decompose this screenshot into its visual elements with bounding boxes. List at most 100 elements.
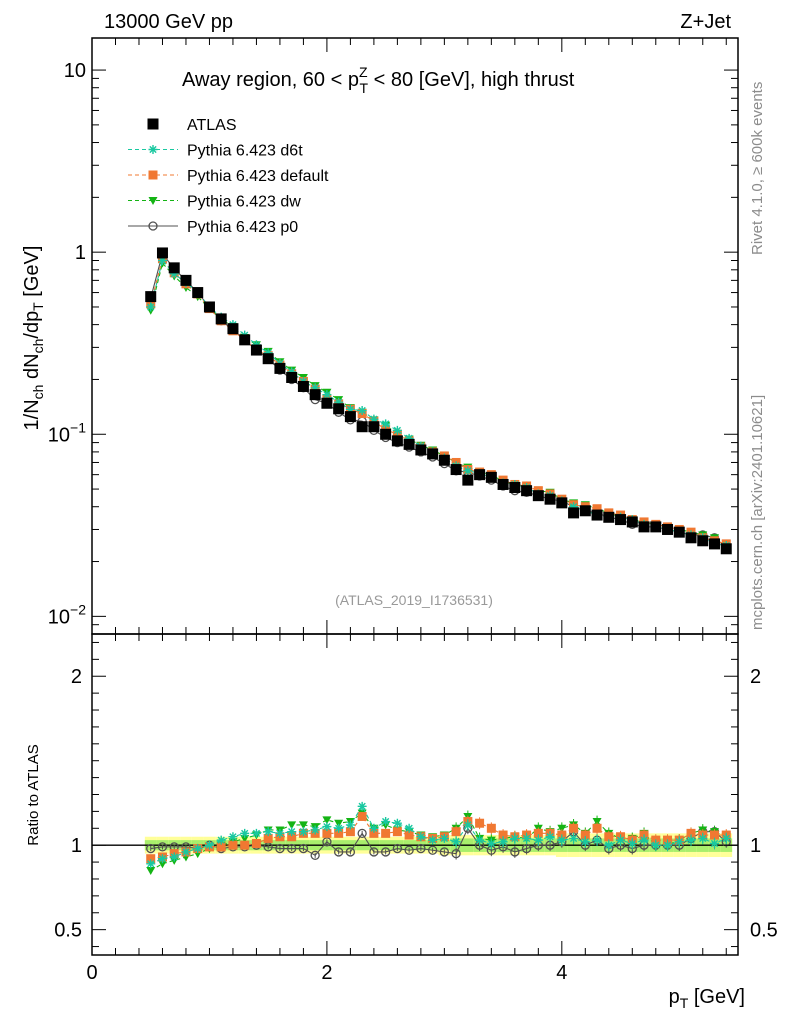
data-point bbox=[333, 403, 345, 415]
ratio-point bbox=[498, 837, 508, 847]
data-point bbox=[532, 490, 544, 502]
data-point bbox=[438, 454, 450, 466]
data-point bbox=[720, 543, 732, 555]
data-point bbox=[381, 419, 391, 429]
ratio-point bbox=[580, 837, 590, 847]
ratio-series-pythia-6-423-d6t bbox=[146, 801, 731, 869]
ratio-point bbox=[463, 820, 473, 830]
ratio-point bbox=[369, 823, 379, 833]
ratio-point bbox=[616, 835, 626, 845]
ratio-point bbox=[380, 847, 391, 857]
ratio-point bbox=[592, 823, 602, 833]
ratio-point bbox=[498, 830, 508, 840]
legend-label: Pythia 6.423 p0 bbox=[187, 219, 298, 236]
data-point bbox=[180, 274, 192, 286]
data-point bbox=[310, 383, 320, 393]
data-point bbox=[309, 389, 321, 401]
data-point bbox=[203, 301, 215, 313]
legend-entry-pythia-6-423-default: Pythia 6.423 default bbox=[128, 168, 329, 185]
data-point bbox=[262, 353, 274, 365]
ratio-point bbox=[251, 838, 261, 848]
ratio-point bbox=[416, 832, 426, 842]
y-tick-label: 10−2 bbox=[48, 601, 86, 628]
ratio-point bbox=[510, 833, 520, 843]
data-point bbox=[239, 334, 251, 346]
data-point bbox=[685, 532, 697, 544]
data-point bbox=[579, 505, 591, 517]
data-point bbox=[485, 471, 497, 483]
ratio-point bbox=[263, 827, 273, 837]
ratio-point bbox=[439, 833, 449, 843]
ratio-point bbox=[557, 835, 567, 845]
series-line bbox=[150, 262, 727, 545]
ratio-point bbox=[357, 828, 367, 839]
ratio-point bbox=[522, 833, 532, 843]
ratio-point bbox=[240, 834, 250, 843]
ratio-point bbox=[639, 835, 649, 845]
legend-label: Pythia 6.423 dw bbox=[187, 194, 301, 211]
ratio-point bbox=[404, 830, 414, 840]
ratio-point bbox=[322, 816, 332, 825]
ratio-point bbox=[533, 835, 543, 845]
data-point bbox=[145, 291, 157, 303]
ratio-point bbox=[157, 854, 167, 864]
ratio-point bbox=[369, 828, 379, 838]
ratio-point bbox=[486, 838, 496, 848]
legend-label: ATLAS bbox=[187, 117, 237, 134]
ratio-point bbox=[287, 827, 297, 837]
data-point bbox=[156, 247, 168, 259]
data-point bbox=[344, 411, 356, 423]
data-point bbox=[168, 262, 180, 274]
ratio-point bbox=[369, 847, 379, 857]
ratio-point bbox=[357, 811, 367, 821]
data-point bbox=[169, 269, 179, 279]
ratio-point bbox=[392, 843, 403, 854]
data-point bbox=[322, 390, 332, 400]
series-line bbox=[150, 259, 727, 547]
data-point bbox=[615, 514, 627, 526]
ratio-point bbox=[157, 860, 167, 869]
ratio-line bbox=[150, 815, 727, 860]
series-atlas bbox=[145, 247, 732, 555]
ratio-point bbox=[451, 827, 461, 837]
ratio-point bbox=[298, 821, 308, 830]
ratio-point bbox=[275, 828, 285, 838]
ratio-point bbox=[721, 833, 731, 843]
legend-marker bbox=[147, 118, 159, 130]
series-pythia-6-423-d6t bbox=[146, 255, 731, 550]
legend-marker bbox=[148, 197, 158, 205]
ratio-frame bbox=[91, 633, 739, 956]
ratio-point bbox=[663, 840, 673, 850]
svg-text:1/Nch dNch/dpT [GeV]: 1/Nch dNch/dpT [GeV] bbox=[21, 246, 46, 431]
ratio-point bbox=[298, 827, 308, 837]
legend-marker bbox=[148, 170, 158, 180]
top-panel: 10 1 10−1 10−2 Away region, 60 < pZ T < 80 [… bbox=[21, 37, 739, 635]
data-point bbox=[263, 348, 273, 358]
legend-label: Pythia 6.423 default bbox=[187, 168, 329, 185]
ratio-point bbox=[345, 827, 355, 837]
data-point bbox=[569, 502, 579, 512]
ratio-point bbox=[428, 835, 438, 845]
data-point bbox=[462, 474, 474, 486]
ratio-y-tick-label-right: 0.5 bbox=[750, 920, 778, 942]
data-point bbox=[650, 521, 662, 533]
ratio-point bbox=[263, 833, 273, 843]
legend-entry-pythia-6-423-d6t: Pythia 6.423 d6t bbox=[128, 143, 303, 160]
data-point bbox=[427, 448, 439, 460]
main-series-layer bbox=[145, 247, 732, 555]
data-point bbox=[274, 362, 286, 374]
ratio-point bbox=[698, 833, 708, 843]
data-point bbox=[463, 466, 473, 476]
y-tick-label: 1 bbox=[75, 242, 86, 264]
ratio-point bbox=[475, 835, 485, 845]
ratio-point bbox=[392, 827, 402, 837]
rivet-label: Rivet 4.1.0, ≥ 600k events bbox=[749, 82, 766, 255]
data-point bbox=[509, 482, 521, 494]
ratio-point bbox=[569, 823, 579, 833]
x-tick-label: 4 bbox=[556, 962, 567, 984]
ratio-point bbox=[240, 828, 250, 838]
ratio-point bbox=[287, 843, 297, 854]
ratio-point bbox=[651, 840, 661, 850]
legend: ATLAS Pythia 6.423 d6t Pythia 6.423 defaul… bbox=[128, 117, 329, 236]
series-pythia-6-423-p0 bbox=[146, 249, 731, 552]
